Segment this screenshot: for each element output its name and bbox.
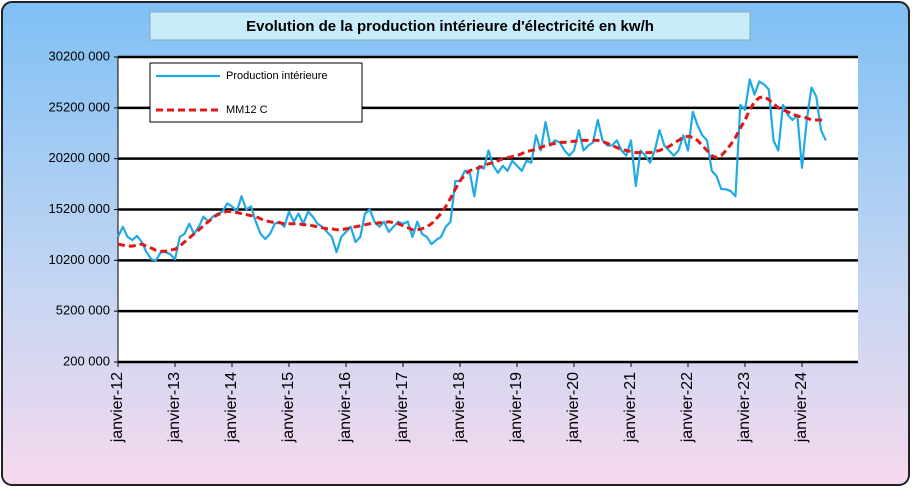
legend-label: Production intérieure <box>226 70 328 82</box>
series-line <box>117 78 827 262</box>
legend-label: MM12 C <box>226 104 268 116</box>
title-box <box>149 11 751 41</box>
x-tick-label: janvier-12 <box>109 372 126 443</box>
series-line <box>117 95 826 253</box>
y-tick-label: 10200 000 <box>49 252 110 267</box>
y-tick-label: 20200 000 <box>49 150 110 165</box>
x-tick-label: janvier-13 <box>166 372 183 443</box>
x-tick-label: janvier-16 <box>337 372 354 443</box>
x-tick-label: janvier-21 <box>622 372 639 443</box>
x-tick-label: janvier-18 <box>451 372 468 443</box>
x-tick-label: janvier-22 <box>679 372 696 443</box>
y-tick-label: 15200 000 <box>49 201 110 216</box>
x-tick-label: janvier-17 <box>394 372 411 443</box>
x-tick-label: janvier-23 <box>736 372 753 443</box>
chart-title: Evolution de la production intérieure d'… <box>246 18 654 35</box>
y-tick-label: 200 000 <box>63 353 110 368</box>
legend-box <box>149 62 363 123</box>
x-tick-label: janvier-14 <box>223 372 240 443</box>
y-tick-label: 25200 000 <box>49 99 110 114</box>
x-tick-label: janvier-24 <box>793 372 810 443</box>
y-tick-label: 5200 000 <box>56 303 110 318</box>
x-tick-label: janvier-15 <box>280 372 297 443</box>
x-tick-label: janvier-20 <box>565 372 582 443</box>
x-tick-label: janvier-19 <box>508 372 525 443</box>
y-tick-label: 30200 000 <box>49 48 110 63</box>
